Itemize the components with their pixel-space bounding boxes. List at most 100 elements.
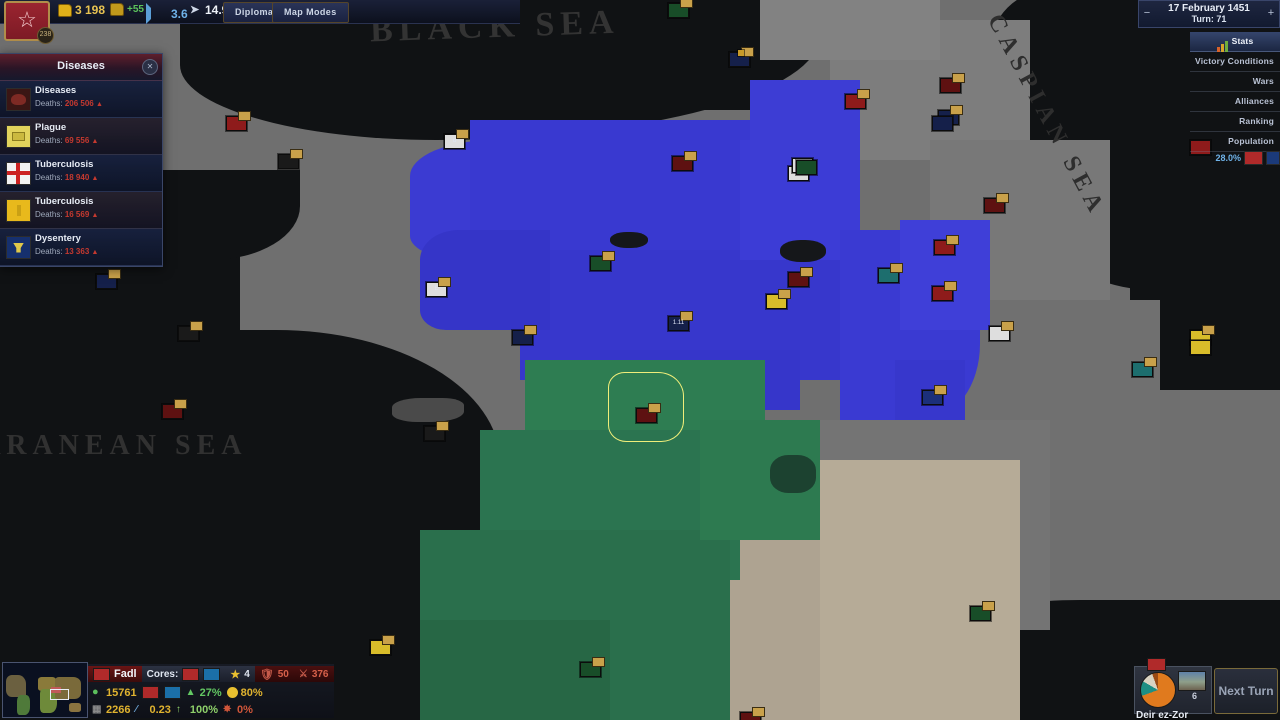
disease-row[interactable]: Tuberculosis Deaths: 16 569 ▲: [0, 192, 162, 229]
happiness-stat[interactable]: 80%: [226, 687, 263, 699]
top-resource-bar: ☆ 238 3 198 +55 3.6 ➤ 14.9 Diplomacy Map…: [0, 0, 520, 44]
victory-conditions-tab[interactable]: Victory Conditions: [1190, 52, 1280, 72]
counter-unit[interactable]: [672, 151, 697, 171]
counter-unit[interactable]: [96, 269, 121, 289]
star-badge[interactable]: ★ 4: [225, 666, 255, 682]
deaths-label: Deaths:: [35, 173, 63, 182]
counter-unit[interactable]: [668, 0, 693, 18]
disease-row[interactable]: Plague Deaths: 69 556 ▲: [0, 118, 162, 155]
deaths-trend: ▲: [91, 212, 99, 219]
diseases-panel[interactable]: Diseases ✕ Diseases Deaths: 206 506 ▲ Pl…: [0, 53, 163, 267]
counter-unit[interactable]: [590, 251, 615, 271]
economy-stat[interactable]: ▦ 2266: [92, 704, 130, 716]
nation-emblem[interactable]: ☆ 238: [4, 1, 54, 44]
province-blue-6[interactable]: [900, 220, 990, 330]
blue-flag-icon[interactable]: [1266, 151, 1280, 165]
province-blue-9[interactable]: [750, 80, 860, 160]
next-turn-button[interactable]: Next Turn: [1214, 668, 1278, 714]
gold-income-value: +55: [127, 4, 144, 15]
counter-unit[interactable]: [162, 399, 187, 419]
counter-unit[interactable]: [226, 111, 251, 131]
counter-unit[interactable]: [740, 707, 765, 720]
stats-menu[interactable]: Stats Victory Conditions Wars Alliances …: [1190, 32, 1280, 152]
minimap-viewport-rect[interactable]: [50, 689, 69, 700]
counter-unit[interactable]: [989, 321, 1014, 341]
province-north-neutral[interactable]: [760, 0, 940, 60]
deaths-trend: ▲: [91, 138, 99, 145]
counter-unit[interactable]: [1190, 140, 1211, 155]
counter-unit[interactable]: E: [426, 277, 451, 297]
army-badge[interactable]: ⚔ 376: [293, 666, 334, 682]
disease-name: Diseases: [35, 85, 77, 96]
counter-unit[interactable]: [845, 89, 870, 109]
counter-unit[interactable]: [878, 263, 903, 283]
counter-unit[interactable]: [940, 73, 965, 93]
population-strip[interactable]: 28.0%: [1190, 150, 1280, 166]
disease-deaths: Deaths: 16 569 ▲: [35, 209, 158, 221]
counter-unit[interactable]: [1132, 357, 1157, 377]
country-name-segment[interactable]: Fadl: [88, 666, 142, 682]
dove-value: 14.9: [205, 3, 229, 17]
counter-unit[interactable]: [178, 321, 203, 341]
province-flag-icon: [1147, 658, 1166, 671]
disease-row[interactable]: Tuberculosis Deaths: 18 940 ▲: [0, 155, 162, 192]
counter-unit[interactable]: [984, 193, 1009, 213]
world-minimap[interactable]: [2, 662, 88, 718]
cores-segment[interactable]: Cores:: [141, 666, 226, 682]
close-icon[interactable]: ✕: [142, 59, 158, 75]
resource-gold[interactable]: 3 198: [58, 3, 105, 17]
disease-name: Dysentery: [35, 233, 81, 244]
minus-icon[interactable]: −: [1143, 7, 1151, 19]
blue-core-flag-icon[interactable]: [203, 667, 221, 681]
ranking-tab[interactable]: Ranking: [1190, 112, 1280, 132]
resource-movement[interactable]: 3.6: [146, 3, 188, 24]
disease-row[interactable]: Diseases Deaths: 206 506 ▲: [0, 81, 162, 118]
bottom-left-hud: Fadl Cores: ★ 4 🛡 50 ⚔ 376: [0, 662, 334, 720]
map-modes-button[interactable]: Map Modes: [272, 2, 349, 23]
resource-gold-income[interactable]: +55: [110, 3, 144, 16]
wars-tab[interactable]: Wars: [1190, 72, 1280, 92]
plus-icon[interactable]: +: [1267, 7, 1275, 19]
tax-stat[interactable]: ⁄ 0.23: [135, 704, 170, 716]
emblem-count-badge: 238: [37, 27, 54, 44]
counter-unit[interactable]: [738, 50, 744, 56]
flag-blue-icon[interactable]: [163, 686, 181, 699]
cyprus-island[interactable]: [392, 398, 464, 422]
counter-unit[interactable]: [796, 160, 817, 175]
counter-unit[interactable]: [1190, 340, 1211, 355]
resource-dove[interactable]: ➤ 14.9: [190, 3, 228, 17]
counter-unit[interactable]: [766, 289, 791, 309]
red-core-flag-icon[interactable]: [182, 667, 200, 681]
province-info-box[interactable]: 6: [1134, 658, 1212, 714]
counter-unit[interactable]: [932, 116, 953, 131]
stats-tab[interactable]: Stats: [1190, 32, 1280, 52]
growth-stat[interactable]: ▲ 27%: [186, 687, 222, 699]
red-flag-icon[interactable]: [1244, 151, 1263, 165]
counter-unit[interactable]: [580, 657, 605, 677]
counter-unit[interactable]: [278, 149, 303, 169]
counter-unit[interactable]: [370, 635, 395, 655]
counter-unit[interactable]: [788, 267, 813, 287]
disease-row[interactable]: Dysentery Deaths: 13 363 ▲: [0, 229, 162, 266]
manpower-stat[interactable]: ↑ 100%: [176, 704, 218, 716]
population-tab[interactable]: Population: [1190, 132, 1280, 152]
defense-value: 50: [277, 668, 289, 680]
army-icon: ⚔: [298, 668, 308, 680]
counter-unit[interactable]: 1.11: [668, 311, 693, 331]
population-stat[interactable]: ● 15761: [92, 687, 137, 699]
alliances-tab[interactable]: Alliances: [1190, 92, 1280, 112]
flag-red-icon[interactable]: [141, 686, 159, 699]
counter-unit[interactable]: [934, 235, 959, 255]
selected-province-outline[interactable]: [608, 372, 684, 442]
counter-unit[interactable]: [636, 403, 661, 423]
star-icon: ★: [230, 668, 241, 681]
counter-unit[interactable]: [922, 385, 947, 405]
counter-unit[interactable]: [424, 421, 449, 441]
counter-unit[interactable]: [932, 281, 957, 301]
counter-unit[interactable]: d: [444, 129, 469, 149]
defense-badge[interactable]: 🛡 50: [254, 666, 294, 682]
counter-unit[interactable]: [512, 325, 537, 345]
counter-unit[interactable]: [970, 601, 995, 621]
revolt-stat[interactable]: ✸ 0%: [223, 704, 253, 716]
